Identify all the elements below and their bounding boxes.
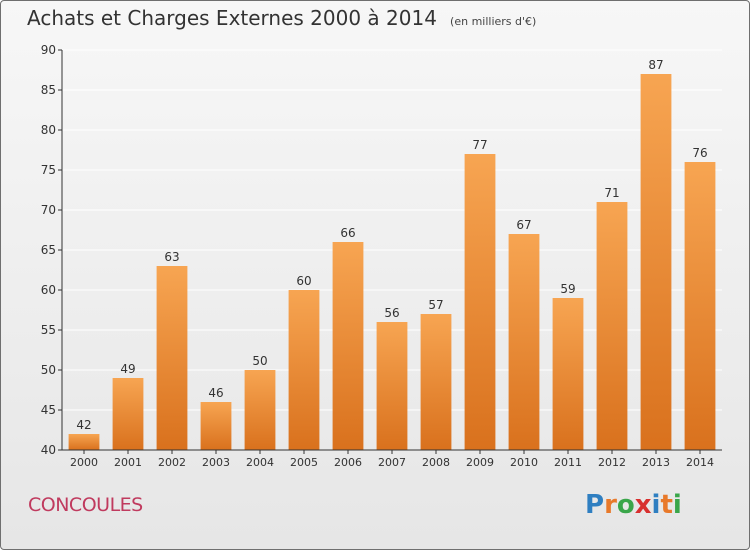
bar-value-label: 56 [384,306,399,320]
logo-letter: i [651,490,661,520]
bar-value-label: 49 [120,362,135,376]
bar [200,402,232,450]
bar-value-label: 59 [560,282,575,296]
bar [112,378,144,450]
x-tick-label: 2005 [290,456,318,469]
x-tick-label: 2000 [70,456,98,469]
y-tick-label: 80 [41,123,56,137]
bar-value-label: 63 [164,250,179,264]
chart-subtitle: (en milliers d'€) [450,15,537,28]
y-tick-label: 75 [41,163,56,177]
bar [332,242,364,450]
y-tick-label: 60 [41,283,56,297]
bar-value-label: 87 [648,58,663,72]
bar-value-label: 57 [428,298,443,312]
x-tick-label: 2004 [246,456,274,469]
bar [68,434,100,450]
x-tick-label: 2011 [554,456,582,469]
bar [376,322,408,450]
x-tick-label: 2006 [334,456,362,469]
y-tick-label: 50 [41,363,56,377]
bar-value-label: 42 [76,418,91,432]
bar [640,74,672,450]
bar [288,290,320,450]
y-tick-label: 65 [41,243,56,257]
x-tick-label: 2007 [378,456,406,469]
x-tick-label: 2014 [686,456,714,469]
y-tick-label: 40 [41,443,56,457]
bar-value-label: 67 [516,218,531,232]
bar [464,154,496,450]
y-tick-label: 70 [41,203,56,217]
x-tick-label: 2002 [158,456,186,469]
x-tick-label: 2001 [114,456,142,469]
x-tick-label: 2009 [466,456,494,469]
chart-title: Achats et Charges Externes 2000 à 2014 [27,6,437,30]
x-tick-label: 2008 [422,456,450,469]
bar-value-label: 46 [208,386,223,400]
x-tick-label: 2012 [598,456,626,469]
y-tick-label: 90 [41,43,56,57]
bar-value-label: 50 [252,354,267,368]
bar-value-label: 71 [604,186,619,200]
logo-letter: r [604,490,617,520]
bar-value-label: 66 [340,226,355,240]
logo-letter: t [660,490,673,520]
y-tick-label: 45 [41,403,56,417]
bar-value-label: 60 [296,274,311,288]
bar [420,314,452,450]
bar [684,162,716,450]
x-tick-label: 2003 [202,456,230,469]
title-row: Achats et Charges Externes 2000 à 2014 (… [27,6,536,30]
x-tick-label: 2013 [642,456,670,469]
bar [156,266,188,450]
bar [508,234,540,450]
bar-value-label: 76 [692,146,707,160]
logo-letter: x [634,490,652,520]
bar-value-label: 77 [472,138,487,152]
logo-letter: o [616,490,635,520]
x-tick-label: 2010 [510,456,538,469]
y-tick-label: 55 [41,323,56,337]
bar [244,370,276,450]
bar [596,202,628,450]
bar [552,298,584,450]
proxiti-logo: Proxiti [585,490,682,520]
logo-letter: P [585,490,605,520]
y-tick-label: 85 [41,83,56,97]
commune-name: CONCOULES [28,494,143,516]
logo-letter: i [672,490,682,520]
